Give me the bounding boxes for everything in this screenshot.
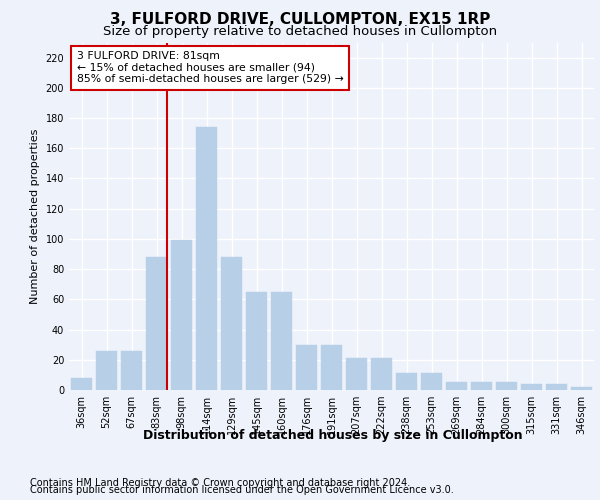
Bar (196, 127, 217, 390)
Bar (271, 292, 292, 390)
Text: 3, FULFORD DRIVE, CULLOMPTON, EX15 1RP: 3, FULFORD DRIVE, CULLOMPTON, EX15 1RP (110, 12, 490, 28)
Bar (146, 257, 167, 390)
Bar (496, 382, 517, 390)
Bar (346, 358, 367, 390)
Bar (121, 350, 142, 390)
Bar (221, 257, 242, 390)
Bar (446, 382, 467, 390)
Bar (171, 240, 192, 390)
Bar (571, 387, 592, 390)
Bar (321, 344, 342, 390)
Text: Contains HM Land Registry data © Crown copyright and database right 2024.: Contains HM Land Registry data © Crown c… (30, 478, 410, 488)
Bar (96, 350, 117, 390)
Text: 3 FULFORD DRIVE: 81sqm
← 15% of detached houses are smaller (94)
85% of semi-det: 3 FULFORD DRIVE: 81sqm ← 15% of detached… (77, 51, 344, 84)
Bar (371, 358, 392, 390)
Bar (421, 374, 442, 390)
Y-axis label: Number of detached properties: Number of detached properties (30, 128, 40, 304)
Bar (521, 384, 542, 390)
Text: Distribution of detached houses by size in Cullompton: Distribution of detached houses by size … (143, 428, 523, 442)
Text: Contains public sector information licensed under the Open Government Licence v3: Contains public sector information licen… (30, 485, 454, 495)
Bar (296, 344, 317, 390)
Text: Size of property relative to detached houses in Cullompton: Size of property relative to detached ho… (103, 25, 497, 38)
Bar (71, 378, 92, 390)
Bar (246, 292, 267, 390)
Bar (471, 382, 492, 390)
Bar (546, 384, 567, 390)
Bar (396, 374, 417, 390)
